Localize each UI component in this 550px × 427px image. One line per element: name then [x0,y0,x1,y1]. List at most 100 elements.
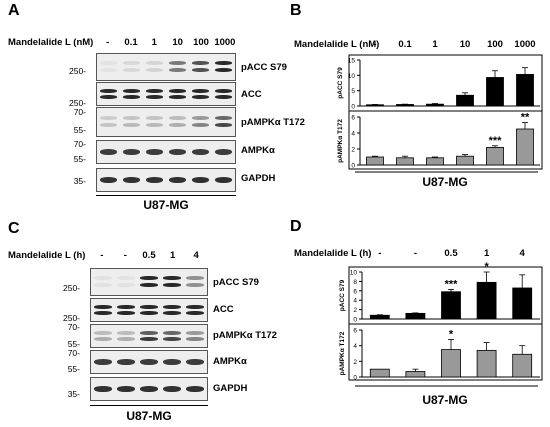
bar [512,353,533,378]
cell-line-underline [96,195,236,196]
blot-band [93,359,112,365]
bar [426,103,444,107]
bar [456,94,474,107]
antibody-label-ampk: AMPKα [241,145,275,156]
blot-band [116,304,135,309]
blot-a-lane-label: 100 [193,37,209,48]
blot-band [99,94,118,99]
blot-band [191,88,210,93]
mw-marker: 70- [73,107,86,117]
antibody-label-pampk: pAMPKα T172 [213,330,277,341]
blot-band [163,276,182,281]
blot-band [191,115,210,120]
mw-marker: 70- [67,322,80,332]
y-axis-label: pACC S79 [337,67,344,99]
mw-marker: 55- [73,125,86,135]
y-tick-label: 5 [351,88,355,95]
blot-a-pacc-strip [96,53,236,81]
y-tick-label: 10 [350,270,358,277]
antibody-label-gapdh: GAPDH [213,383,248,394]
bar [405,371,426,378]
blot-band [214,94,233,99]
blot-band [186,310,205,315]
chart-b-category-label: 100 [487,39,503,50]
mw-marker: 55- [73,154,86,164]
blot-band [122,94,141,99]
blot-c-pampk-strip [90,324,208,348]
chart-d-category-label: - [378,248,381,259]
antibody-label-acc: ACC [213,304,234,315]
blot-band [191,68,210,73]
chart-b-category-label: 1000 [514,39,535,50]
blot-band [116,359,135,365]
blot-band [145,88,164,93]
blot-c-cell-line: U87-MG [126,409,172,423]
bar [456,155,474,166]
blot-band [139,336,159,341]
blot-band [116,330,135,335]
blot-a-lane-label: - [106,37,110,48]
blot-a-lane-label: 1 [151,37,157,48]
chart-b-category-label: 0.1 [398,39,412,50]
panel-label-c: C [8,220,20,237]
bar [441,291,461,320]
mw-marker: 35- [67,389,80,399]
blot-band [139,283,159,288]
antibody-label-ampk: AMPKα [213,356,247,367]
y-axis-label: pAMPKα T172 [339,331,346,375]
blot-a-cell-line: U87-MG [143,198,189,212]
chart-d-category-label: - [414,248,417,259]
y-tick-label: 0 [351,163,355,170]
panel-label-d: D [290,218,302,235]
y-tick-label: 4 [353,343,357,350]
blot-c-lane-label: 1 [169,250,176,261]
blot-band [168,115,187,120]
blot-band [139,359,159,365]
bar [366,156,384,166]
blot-band [191,61,210,66]
blot-band [99,88,118,93]
blot-band [163,386,182,392]
blot-c-lane-label: 0.5 [142,250,156,261]
blot-band [168,61,187,66]
y-axis-label: pACC S79 [339,279,346,311]
blot-a-pampk-strip [96,107,236,137]
blot-band [163,359,182,365]
blot-band [122,177,141,183]
blot-c-lane-label: 4 [193,250,199,261]
bar [396,157,414,166]
blot-band [191,123,210,128]
blot-band [93,386,112,392]
bar [366,104,384,107]
blot-band [145,115,164,120]
blot-a-ampk-strip [96,140,236,164]
bar [369,368,390,378]
blot-band [139,304,159,309]
blot-band [186,359,205,365]
mw-marker: 250- [62,283,80,293]
blot-band [116,336,135,341]
y-tick-label: 6 [353,328,357,335]
bar [512,287,533,320]
bar [486,77,504,107]
blot-band [168,123,187,128]
bar [476,349,497,378]
bar [516,128,534,166]
significance-label: *** [445,278,459,290]
blot-band [186,283,205,288]
blot-band [93,310,112,315]
blot-a-lane-label: 1000 [214,37,236,48]
significance-label: * [484,261,489,273]
blot-band [99,61,118,66]
panel-label-b: B [290,2,302,19]
blot-band [163,330,182,335]
mw-marker: 55- [67,339,80,349]
bar [405,312,426,320]
chart-b-header: Mandelalide L (nM) [294,39,379,50]
blot-band [99,177,118,183]
chart-d-category-label: 1 [484,248,490,259]
blot-band [93,304,112,309]
blot-band [93,330,112,335]
significance-label: *** [489,135,503,147]
blot-c-pacc-strip [90,268,208,296]
